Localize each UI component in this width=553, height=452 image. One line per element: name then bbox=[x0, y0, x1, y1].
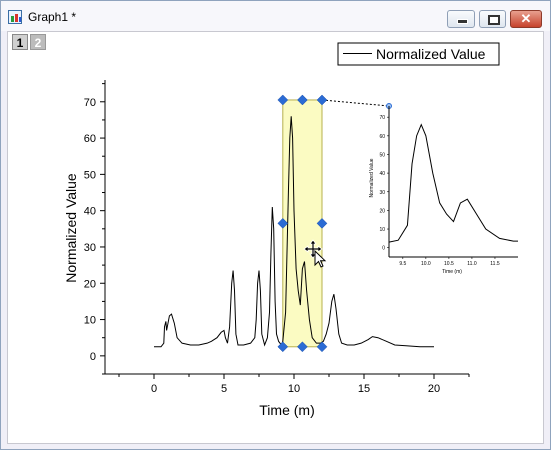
inset-x-tick-label: 10.0 bbox=[421, 261, 431, 267]
main-x-tick-label: 5 bbox=[221, 383, 227, 395]
main-y-tick-label: 60 bbox=[84, 133, 96, 145]
resize-handle[interactable] bbox=[316, 218, 328, 229]
inset-y-tick-label: 50 bbox=[379, 152, 385, 158]
inset-x-tick-label: 10.5 bbox=[444, 261, 454, 267]
inset-x-tick-label: 11.0 bbox=[467, 261, 477, 267]
zoom-handles-layer[interactable] bbox=[277, 94, 392, 353]
inset-y-tick-label: 70 bbox=[379, 115, 385, 121]
inset-y-tick-label: 60 bbox=[379, 134, 385, 140]
inset-x-tick-label: 9.5 bbox=[399, 261, 406, 267]
maximize-icon bbox=[488, 15, 500, 25]
resize-handle[interactable] bbox=[316, 341, 328, 353]
inset-plot-curve-layer bbox=[388, 123, 518, 243]
main-y-tick-label: 20 bbox=[84, 278, 96, 290]
main-y-tick-label: 0 bbox=[90, 351, 96, 363]
graph-window-icon[interactable] bbox=[8, 10, 22, 24]
inset-x-tick-label: 11.5 bbox=[490, 261, 500, 267]
inset-y-axis-title: Normalized Value bbox=[369, 158, 375, 197]
main-y-tick-label: 30 bbox=[84, 242, 96, 254]
inset-x-axis-title: Time (m) bbox=[442, 269, 462, 275]
resize-handle[interactable] bbox=[297, 341, 308, 353]
main-y-axis-title: Normalized Value bbox=[63, 173, 79, 283]
close-button[interactable]: ✕ bbox=[510, 10, 542, 28]
minimize-button[interactable] bbox=[447, 10, 475, 28]
main-x-tick-label: 10 bbox=[288, 383, 300, 395]
inset-y-tick-label: 10 bbox=[379, 227, 385, 233]
graph-page[interactable] bbox=[7, 31, 544, 444]
resize-handle[interactable] bbox=[277, 341, 289, 353]
legend[interactable]: Normalized Value bbox=[337, 42, 500, 66]
main-x-tick-label: 20 bbox=[428, 383, 440, 395]
inset-y-tick-label: 40 bbox=[379, 171, 385, 177]
main-y-tick-label: 70 bbox=[84, 97, 96, 109]
resize-handle[interactable] bbox=[277, 218, 289, 229]
move-cursor-icon bbox=[303, 239, 327, 268]
maximize-button[interactable] bbox=[479, 10, 506, 28]
inset-y-tick-label: 0 bbox=[382, 246, 385, 252]
title-bar[interactable]: Graph1 * ✕ bbox=[1, 1, 550, 31]
main-y-tick-label: 10 bbox=[84, 315, 96, 327]
window-title: Graph1 * bbox=[28, 10, 77, 24]
layer-tab-1[interactable]: 1 bbox=[12, 34, 28, 50]
main-x-tick-label: 15 bbox=[358, 383, 370, 395]
zoom-region-layer bbox=[282, 99, 323, 348]
resize-handle[interactable] bbox=[316, 94, 328, 106]
legend-entry-label: Normalized Value bbox=[376, 46, 486, 62]
main-plot-axes[interactable]: 0 5 10 15 20 0 10 20 30 40 50 60 70 bbox=[84, 80, 470, 395]
main-x-axis-title: Time (m) bbox=[259, 402, 314, 418]
main-y-tick-label: 50 bbox=[84, 169, 96, 181]
layer-tab-2[interactable]: 2 bbox=[30, 34, 46, 50]
zoom-connector-line bbox=[321, 99, 390, 107]
zoom-region-rect[interactable] bbox=[282, 99, 323, 348]
main-series-line bbox=[154, 116, 434, 348]
main-plot-curve-layer bbox=[154, 116, 434, 348]
minimize-icon bbox=[457, 19, 468, 24]
main-y-tick-label: 40 bbox=[84, 206, 96, 218]
main-x-tick-label: 0 bbox=[151, 383, 157, 395]
inset-plot-axes[interactable]: 9.5 10.0 10.5 11.0 11.5 0 10 20 30 40 50 60 70 bbox=[379, 106, 518, 267]
close-icon: ✕ bbox=[520, 11, 532, 26]
inset-y-tick-label: 30 bbox=[379, 190, 385, 196]
resize-handle[interactable] bbox=[277, 94, 289, 106]
inset-y-tick-label: 20 bbox=[379, 208, 385, 214]
inset-series-line bbox=[388, 123, 518, 243]
resize-handle[interactable] bbox=[297, 94, 308, 106]
